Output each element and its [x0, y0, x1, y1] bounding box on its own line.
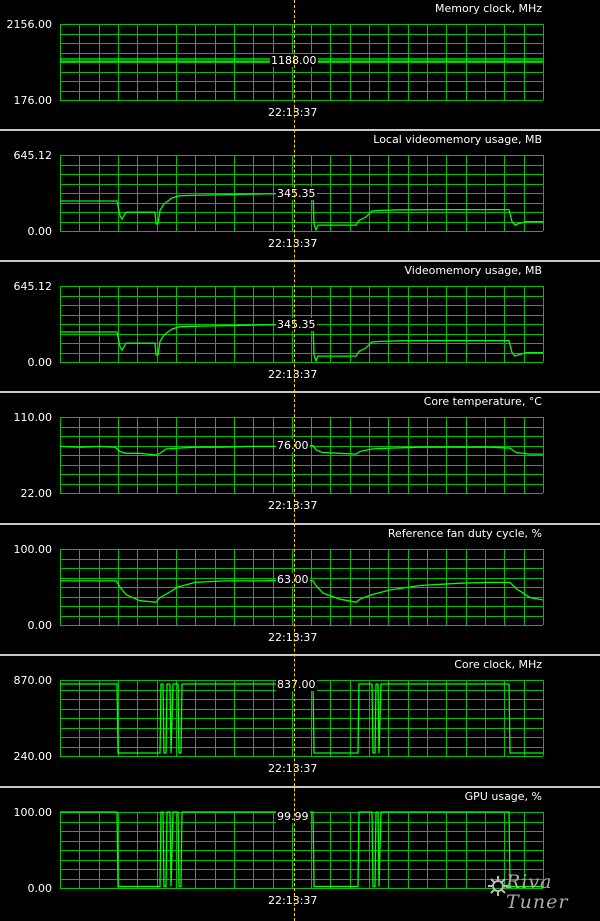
y-max-label: 100.00 — [13, 806, 53, 819]
grid — [60, 680, 544, 757]
y-min-label: 0.00 — [27, 225, 53, 238]
graph-plot[interactable] — [60, 549, 544, 626]
y-min-label: 0.00 — [27, 619, 53, 632]
grid — [60, 286, 544, 363]
graph-title: GPU usage, % — [464, 790, 542, 803]
graph-panel[interactable]: Memory clock, MHz 2156.00 176.00 1188.00 22:… — [0, 0, 600, 129]
graph-title: Local videomemory usage, MB — [373, 133, 542, 146]
grid — [60, 812, 544, 889]
y-min-label: 240.00 — [13, 750, 53, 763]
cursor-timestamp: 22:13:37 — [268, 237, 318, 250]
current-value-label: 345.35 — [276, 186, 317, 200]
graph-plot[interactable] — [60, 811, 544, 889]
graph-plot[interactable] — [60, 155, 544, 232]
logo-text: Riva Tuner — [506, 871, 569, 913]
panel-separator — [0, 786, 600, 788]
y-min-label: 0.00 — [27, 356, 53, 369]
panel-separator — [0, 654, 600, 656]
cursor-timestamp: 22:13:37 — [268, 499, 318, 512]
graph-panel[interactable]: Videomemory usage, MB 645.12 0.00 345.35 22:… — [0, 262, 600, 391]
y-min-label: 176.00 — [13, 94, 53, 107]
grid — [60, 549, 544, 626]
graph-line — [60, 192, 543, 232]
graph-panel[interactable]: Core temperature, °C 110.00 22.00 76.00 22:1… — [0, 393, 600, 522]
cursor-timestamp: 22:13:37 — [268, 106, 318, 119]
rivatuner-logo: Riva Tuner — [488, 870, 598, 918]
graph-line — [60, 811, 543, 888]
graph-title: Reference fan duty cycle, % — [387, 527, 542, 540]
graph-title: Core temperature, °C — [423, 395, 542, 408]
graph-panel[interactable]: GPU usage, % 100.00 0.00 99.99 22:13:37 — [0, 788, 600, 917]
y-max-label: 645.12 — [13, 280, 53, 293]
current-value-label: 76.00 — [276, 438, 310, 452]
gear-icon — [488, 876, 508, 896]
cursor-timestamp: 22:13:37 — [268, 631, 318, 644]
cursor-timestamp: 22:13:37 — [268, 762, 318, 775]
current-value-label: 1188.00 — [270, 54, 318, 68]
current-value-label: 345.35 — [276, 317, 317, 331]
current-value-label: 63.00 — [276, 573, 310, 587]
graph-panel[interactable]: Local videomemory usage, MB 645.12 0.00 345… — [0, 131, 600, 260]
graph-line — [60, 323, 543, 363]
y-min-label: 0.00 — [27, 882, 53, 895]
y-min-label: 22.00 — [20, 487, 53, 500]
y-max-label: 100.00 — [13, 543, 53, 556]
cursor-timestamp: 22:13:37 — [268, 894, 318, 907]
y-max-label: 110.00 — [13, 411, 53, 424]
graph-title: Memory clock, MHz — [434, 2, 542, 15]
graph-title: Core clock, MHz — [454, 658, 542, 671]
y-max-label: 645.12 — [13, 149, 53, 162]
graph-panel[interactable]: Reference fan duty cycle, % 100.00 0.00 63.… — [0, 525, 600, 654]
graph-line — [60, 683, 543, 754]
y-max-label: 870.00 — [13, 674, 53, 687]
grid — [60, 155, 544, 232]
cursor-timestamp: 22:13:37 — [268, 368, 318, 381]
panel-separator — [0, 523, 600, 525]
grid — [60, 417, 544, 494]
graph-plot[interactable] — [60, 286, 544, 363]
graph-title: Videomemory usage, MB — [404, 264, 543, 277]
current-value-label: 837.00 — [276, 678, 317, 691]
graph-line — [60, 579, 544, 603]
panel-separator — [0, 391, 600, 393]
y-max-label: 2156.00 — [6, 18, 53, 31]
graph-plot[interactable] — [59, 417, 544, 494]
panel-separator — [0, 129, 600, 131]
current-value-label: 99.99 — [276, 810, 310, 823]
graph-panel[interactable]: Core clock, MHz 870.00 240.00 837.00 22:13:3… — [0, 656, 600, 785]
panel-separator — [0, 260, 600, 262]
graph-plot[interactable] — [60, 680, 544, 757]
